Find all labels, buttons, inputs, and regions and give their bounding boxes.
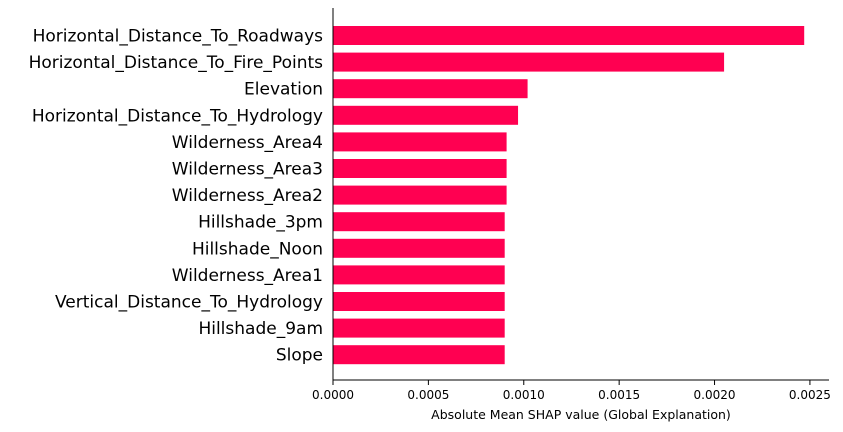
bar-wilderness-area4: [333, 132, 507, 152]
bar-hillshade-noon: [333, 238, 505, 258]
x-tick-label: 0.0005: [407, 388, 449, 402]
category-label: Horizontal_Distance_To_Hydrology: [32, 106, 323, 126]
category-label: Wilderness_Area4: [172, 133, 323, 153]
category-label: Wilderness_Area3: [172, 160, 323, 180]
x-tick-label: 0.0015: [598, 388, 640, 402]
category-label: Slope: [276, 346, 323, 366]
category-labels: Horizontal_Distance_To_Roadways Horizonta…: [29, 27, 324, 366]
category-label: Hillshade_3pm: [198, 213, 323, 233]
x-tick-label: 0.0020: [694, 388, 736, 402]
bar-wilderness-area3: [333, 159, 507, 178]
category-label: Wilderness_Area1: [172, 266, 323, 286]
bars-group: [333, 26, 805, 365]
category-label: Hillshade_9am: [198, 319, 323, 339]
bar-horizontal-distance-to-fire-points: [333, 52, 725, 72]
bar-horizontal-distance-to-hydrology: [333, 105, 519, 125]
category-label: Horizontal_Distance_To_Roadways: [33, 27, 324, 47]
category-label: Vertical_Distance_To_Hydrology: [55, 293, 323, 313]
x-tick-label: 0.0025: [789, 388, 831, 402]
category-label: Hillshade_Noon: [192, 239, 323, 259]
bar-wilderness-area2: [333, 185, 507, 205]
bar-elevation: [333, 79, 528, 99]
bar-wilderness-area1: [333, 265, 505, 285]
x-tick-label: 0.0000: [312, 388, 354, 402]
category-label: Elevation: [244, 80, 323, 100]
category-label: Horizontal_Distance_To_Fire_Points: [29, 53, 324, 73]
bar-slope: [333, 345, 505, 365]
bar-hillshade-9am: [333, 318, 505, 338]
bar-hillshade-3pm: [333, 212, 505, 232]
x-axis-ticks: 0.0000 0.0005 0.0010 0.0015 0.0020 0.0025: [312, 380, 831, 402]
x-tick-label: 0.0010: [503, 388, 545, 402]
x-axis-title: Absolute Mean SHAP value (Global Explana…: [431, 407, 731, 422]
bar-vertical-distance-to-hydrology: [333, 292, 505, 311]
bar-horizontal-distance-to-roadways: [333, 26, 805, 45]
category-label: Wilderness_Area2: [172, 186, 323, 206]
